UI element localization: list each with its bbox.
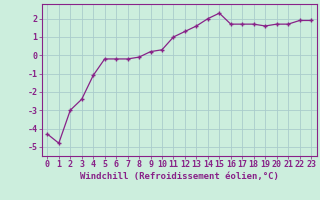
X-axis label: Windchill (Refroidissement éolien,°C): Windchill (Refroidissement éolien,°C) <box>80 172 279 181</box>
